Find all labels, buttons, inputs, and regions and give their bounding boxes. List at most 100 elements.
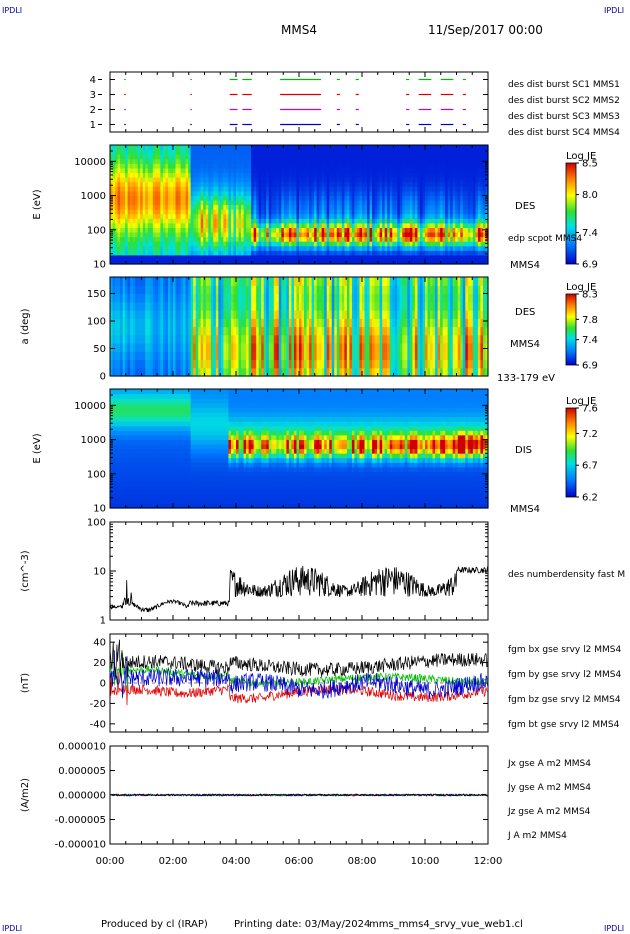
spectrogram-cell	[409, 154, 413, 160]
spectrogram-cell	[304, 186, 308, 192]
spectrogram-cell	[440, 204, 444, 210]
spectrogram-cell	[288, 326, 293, 336]
spectrogram-cell	[253, 158, 257, 164]
spectrogram-cell	[319, 163, 323, 169]
spectrogram-cell	[236, 231, 240, 238]
spectrogram-cell	[228, 250, 232, 256]
spectrogram-cell	[362, 177, 366, 183]
spectrogram-cell	[324, 172, 328, 178]
spectrogram-cell	[162, 351, 167, 361]
spectrogram-cell	[437, 181, 441, 187]
spectrogram-cell	[238, 245, 242, 251]
spectrogram-cell	[271, 186, 275, 192]
spectrogram-cell	[137, 318, 141, 328]
spectrogram-cell	[472, 149, 476, 155]
spectrogram-cell	[286, 293, 290, 303]
spectrogram-cell	[334, 236, 338, 242]
spectrogram-cell	[283, 163, 287, 169]
spectrogram-cell	[175, 186, 179, 192]
spectrogram-cell	[311, 241, 315, 247]
spectrogram-cell	[253, 199, 257, 206]
spectrogram-cell	[150, 177, 154, 183]
spectrogram-cell	[377, 241, 381, 247]
spectrogram-cell	[253, 181, 257, 187]
spectrogram-cell	[208, 167, 212, 174]
spectrogram-cell	[394, 177, 398, 183]
spectrogram-cell	[253, 334, 257, 344]
spectrogram-cell	[336, 245, 340, 251]
spectrogram-cell	[402, 177, 406, 183]
spectrogram-cell	[178, 245, 182, 251]
spectrogram-cell	[389, 145, 393, 151]
spectrogram-cell	[472, 190, 476, 196]
spectrogram-cell	[218, 158, 222, 164]
spectrogram-cell	[387, 241, 391, 247]
spectrogram-cell	[155, 181, 159, 187]
spectrogram-cell	[188, 310, 192, 319]
spectrogram-cell	[389, 190, 393, 196]
spectrogram-cell	[281, 293, 285, 303]
spectrogram-cell	[200, 231, 204, 238]
spectrogram-cell	[351, 186, 356, 192]
spectrogram-cell	[208, 222, 212, 228]
spectrogram-cell	[132, 277, 136, 286]
spectrogram-cell	[175, 236, 179, 242]
spectrogram-cell	[135, 190, 139, 196]
spectrogram-cell	[233, 218, 237, 224]
spectrogram-cell	[472, 218, 476, 224]
spectrogram-cell	[419, 236, 424, 242]
spectrogram-cell	[480, 204, 484, 210]
spectrogram-cell	[251, 181, 255, 187]
spectrogram-cell	[208, 326, 212, 336]
spectrogram-cell	[457, 167, 461, 174]
spectrogram-cell	[374, 213, 378, 219]
spectrogram-cell	[223, 318, 227, 328]
spectrogram-cell	[198, 367, 202, 377]
spectrogram-cell	[120, 204, 124, 210]
spectrogram-cell	[140, 254, 144, 261]
watermark-top-right: IPDLI	[604, 6, 625, 15]
spectrogram-cell	[286, 218, 290, 224]
spectrogram-cell	[137, 254, 141, 261]
spectrogram-cell	[122, 149, 126, 155]
spectrogram-cell	[271, 285, 275, 295]
spectrogram-cell	[203, 245, 207, 251]
spectrogram-cell	[372, 186, 376, 192]
spectrogram-cell	[236, 149, 240, 155]
spectrogram-cell	[238, 172, 242, 178]
spectrogram-cell	[188, 204, 192, 210]
spectrogram-cell	[178, 334, 182, 344]
spectrogram-cell	[223, 149, 227, 155]
spectrogram-cell	[329, 236, 333, 242]
spectrogram-cell	[407, 149, 411, 155]
spectrogram-cell	[110, 154, 114, 160]
spectrogram-cell	[414, 254, 419, 261]
spectrogram-cell	[445, 177, 449, 183]
spectrogram-cell	[225, 145, 230, 151]
spectrogram-cell	[117, 177, 121, 183]
spectrogram-cell	[130, 231, 134, 238]
spectrogram-cell	[115, 326, 119, 336]
spectrogram-cell	[258, 199, 262, 206]
spectrogram-cell	[210, 301, 214, 311]
spectrogram-cell	[125, 163, 129, 169]
spectrogram-cell	[145, 154, 149, 160]
spectrogram-cell	[208, 245, 212, 251]
spectrogram-cell	[367, 259, 371, 265]
spectrogram-cell	[387, 199, 391, 206]
spectrogram-cell	[316, 172, 320, 178]
spectrogram-cell	[167, 186, 172, 192]
spectrogram-cell	[422, 199, 426, 206]
spectrogram-cell	[110, 181, 114, 187]
spectrogram-cell	[351, 231, 356, 238]
spectrogram-cell	[125, 259, 129, 265]
spectrogram-cell	[283, 318, 287, 328]
spectrogram-cell	[155, 218, 159, 224]
spectrogram-cell	[336, 149, 340, 155]
spectrogram-cell	[130, 254, 134, 261]
spectrogram-cell	[369, 241, 373, 247]
spectrogram-cell	[364, 222, 368, 228]
spectrogram-cell	[417, 190, 421, 196]
spectrogram-cell	[258, 213, 262, 219]
spectrogram-cell	[477, 245, 482, 251]
